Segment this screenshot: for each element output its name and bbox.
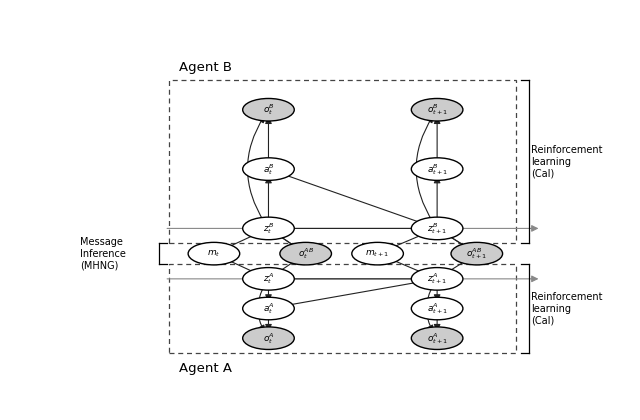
Bar: [169, 264, 516, 353]
Text: Agent A: Agent A: [179, 362, 232, 375]
Text: $z_t^A$: $z_t^A$: [263, 271, 274, 286]
Ellipse shape: [412, 268, 463, 290]
Text: $o_t^{AB}$: $o_t^{AB}$: [298, 246, 314, 261]
Ellipse shape: [188, 242, 240, 265]
Ellipse shape: [412, 327, 463, 349]
Ellipse shape: [352, 242, 403, 265]
Text: $a_{t+1}^A$: $a_{t+1}^A$: [426, 301, 448, 316]
Text: $a_t^A$: $a_t^A$: [262, 301, 275, 316]
Ellipse shape: [412, 98, 463, 121]
Text: $m_t$: $m_t$: [207, 248, 221, 259]
Ellipse shape: [243, 217, 294, 240]
Ellipse shape: [243, 158, 294, 180]
Ellipse shape: [243, 98, 294, 121]
Ellipse shape: [451, 242, 502, 265]
Text: $o_{t+1}^A$: $o_{t+1}^A$: [426, 331, 448, 346]
Text: $z_t^B$: $z_t^B$: [263, 221, 274, 236]
Text: $m_{t+1}$: $m_{t+1}$: [365, 248, 390, 259]
Text: $o_t^B$: $o_t^B$: [262, 102, 275, 117]
Text: Agent B: Agent B: [179, 61, 232, 74]
Text: Reinforcement
learning
(CaI): Reinforcement learning (CaI): [531, 292, 603, 325]
Text: $o_{t+1}^B$: $o_{t+1}^B$: [426, 102, 448, 117]
Text: Message
Inference
(MHNG): Message Inference (MHNG): [80, 237, 126, 270]
Text: $a_{t+1}^B$: $a_{t+1}^B$: [426, 162, 448, 176]
Ellipse shape: [243, 297, 294, 320]
Text: $o_t^A$: $o_t^A$: [262, 331, 275, 346]
Bar: [169, 80, 516, 243]
Text: $z_{t+1}^A$: $z_{t+1}^A$: [427, 271, 447, 286]
Text: $o_{t+1}^{AB}$: $o_{t+1}^{AB}$: [466, 246, 488, 261]
Ellipse shape: [412, 297, 463, 320]
Ellipse shape: [412, 217, 463, 240]
Text: $z_{t+1}^B$: $z_{t+1}^B$: [427, 221, 447, 236]
Ellipse shape: [243, 268, 294, 290]
Ellipse shape: [280, 242, 332, 265]
Ellipse shape: [243, 327, 294, 349]
Text: Reinforcement
learning
(CaI): Reinforcement learning (CaI): [531, 145, 603, 178]
Text: $a_t^B$: $a_t^B$: [262, 162, 275, 176]
Ellipse shape: [412, 158, 463, 180]
